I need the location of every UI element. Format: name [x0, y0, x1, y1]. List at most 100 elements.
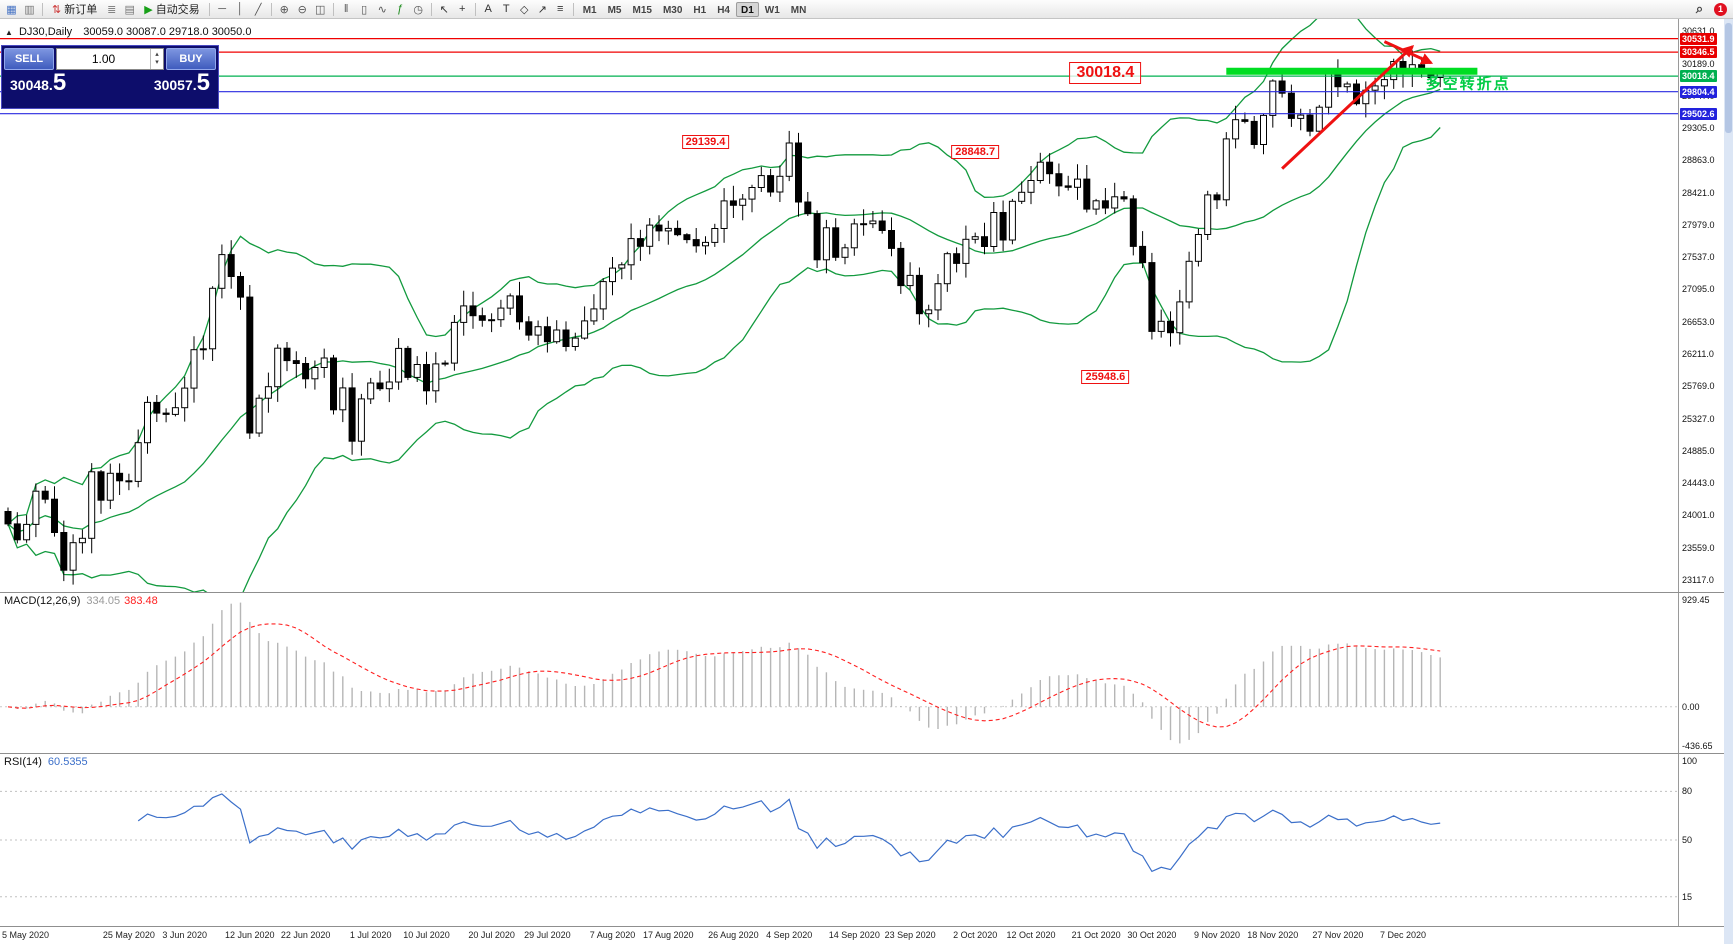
rsi-value: 60.5355	[47, 756, 88, 768]
new-order-button[interactable]: ⇅ 新订单	[47, 1, 102, 17]
macd-panel[interactable]: MACD(12,26,9) 334.05 383.48 929.45 0.00 -436…	[0, 592, 1724, 753]
rsi-axis: 100 80 50 15	[1678, 754, 1724, 926]
buy-price[interactable]: 30057.5	[153, 69, 210, 96]
horizontal-line-tool-icon[interactable]: ─	[214, 2, 231, 17]
horizontal-lines[interactable]	[0, 38, 1678, 115]
main-chart-panel[interactable]: 30018.4 29139.4 28848.7 25948.6 多空转折点 ▲ DJ30…	[0, 19, 1724, 592]
vertical-line-tool-icon[interactable]: │	[232, 2, 249, 17]
volume-up-icon[interactable]: ▴	[155, 51, 159, 58]
arrows-tool-icon[interactable]: ↗	[534, 2, 551, 17]
turning-point-note[interactable]: 多空转折点	[1425, 75, 1511, 93]
label-tool-icon[interactable]: T	[498, 2, 515, 17]
fibonacci-tool-icon[interactable]: ≡	[552, 2, 569, 17]
search-icon[interactable]: ⌕	[1695, 1, 1704, 16]
time-axis-label: 25 May 2020	[102, 930, 155, 940]
auto-trading-icon: ▶	[144, 3, 153, 16]
timeframes-menu-icon[interactable]: ◷	[410, 2, 427, 17]
text-tool-icon[interactable]: A	[480, 2, 497, 17]
chart-line-icon[interactable]: ∿	[374, 2, 391, 17]
trendline-tool-icon[interactable]: ╱	[250, 2, 267, 17]
shapes-tool-icon[interactable]: ◇	[516, 2, 533, 17]
auto-trading-button[interactable]: ▶ 自动交易	[139, 1, 204, 17]
rsi-label: RSI(14) 60.5355	[4, 756, 88, 768]
timeframe-h4[interactable]: H4	[717, 4, 730, 16]
chart-bars-icon[interactable]: ‖	[338, 2, 355, 17]
price-callout[interactable]: 29139.4	[681, 134, 730, 149]
time-axis-label: 30 Oct 2020	[1127, 930, 1177, 940]
crosshair-icon[interactable]: +	[454, 2, 471, 17]
new-chart-icon[interactable]: ▦	[3, 2, 20, 17]
market-depth-icon[interactable]: ≣	[103, 2, 120, 17]
time-axis: 5 May 2020 25 May 2020 3 Jun 2020 12 Jun 20…	[0, 926, 1724, 944]
cursor-icon[interactable]: ↖	[436, 2, 453, 17]
notification-badge[interactable]: 1	[1714, 2, 1727, 16]
toolbar-separator	[430, 2, 432, 16]
chart-bars-icon: ‖	[343, 3, 349, 15]
zoom-out-icon: ⊖	[297, 3, 307, 16]
chart-candles-icon[interactable]: ▯	[356, 2, 373, 17]
arrows-tool-icon: ↗	[537, 3, 547, 16]
time-axis-label: 22 Jun 2020	[280, 930, 331, 940]
time-axis-label: 4 Sep 2020	[766, 930, 813, 940]
crosshair-icon: +	[458, 3, 466, 15]
indicators-add-icon[interactable]: ƒ	[392, 2, 409, 17]
data-window-icon: ▤	[124, 3, 135, 16]
tile-windows-icon: ◫	[314, 3, 326, 16]
price-axis-label: 27537.0	[1682, 252, 1715, 263]
zoom-in-icon: ⊕	[279, 3, 289, 16]
timeframe-w1[interactable]: W1	[764, 4, 780, 16]
sell-button[interactable]: SELL	[4, 48, 54, 70]
volume-steppers: ▴ ▾	[150, 49, 163, 69]
chart-candles-icon: ▯	[361, 3, 368, 16]
volume-field[interactable]: 1.00 ▴ ▾	[56, 48, 164, 70]
trend-arrows[interactable]	[1281, 40, 1434, 170]
scrollbar-thumb[interactable]	[1725, 23, 1732, 133]
timeframe-h1[interactable]: H1	[693, 4, 707, 16]
time-axis-label: 18 Nov 2020	[1247, 930, 1299, 940]
rsi-svg[interactable]	[0, 754, 1678, 926]
time-axis-label: 12 Oct 2020	[1006, 930, 1056, 940]
macd-svg[interactable]	[0, 593, 1678, 753]
buy-button[interactable]: BUY	[166, 48, 216, 70]
macd-histogram	[16, 602, 1441, 744]
chart-profiles-icon[interactable]: ▥	[21, 2, 38, 17]
timeframe-m1[interactable]: M1	[582, 4, 597, 16]
timeframe-m15[interactable]: M15	[632, 4, 652, 16]
data-window-icon[interactable]: ▤	[121, 2, 138, 17]
price-line-badge: 30018.4	[1680, 70, 1717, 83]
indicator-axis-label: 100	[1682, 756, 1698, 766]
rsi-panel[interactable]: RSI(14) 60.5355 100 80 50 15	[0, 753, 1724, 926]
toolbar: ▦ ▥ ⇅ 新订单 ≣ ▤ ▶ 自动交易 ─ │ ╱ ⊕ ⊖ ◫ ‖ ▯ ∿ ƒ ◷ ↖ + A T ◇ ↗ ≡ M1 M5 M15 M…	[0, 0, 1733, 19]
timeframe-m30[interactable]: M30	[662, 4, 683, 16]
market-depth-icon: ≣	[107, 3, 117, 16]
horizontal-line-tool-icon: ─	[218, 3, 227, 15]
price-axis-label: 25327.0	[1682, 413, 1715, 424]
volume-down-icon[interactable]: ▾	[155, 59, 159, 66]
indicator-axis-label: 80	[1682, 786, 1693, 797]
toolbar-right: ⌕ 1	[1691, 1, 1730, 17]
toolbar-items: ▦ ▥ ⇅ 新订单 ≣ ▤ ▶ 自动交易 ─ │ ╱ ⊕ ⊖ ◫ ‖ ▯ ∿ ƒ ◷ ↖ + A T ◇ ↗ ≡	[3, 1, 577, 17]
time-axis-label: 23 Sep 2020	[884, 930, 936, 940]
price-callout[interactable]: 28848.7	[951, 144, 1000, 159]
cursor-icon: ↖	[439, 3, 449, 16]
price-line-badge: 29804.4	[1680, 85, 1717, 98]
label-tool-icon: T	[502, 3, 510, 15]
zoom-in-icon[interactable]: ⊕	[276, 2, 293, 17]
zoom-out-icon[interactable]: ⊖	[294, 2, 311, 17]
sell-price[interactable]: 30048.5	[10, 69, 67, 96]
one-click-collapse-arrow[interactable]: ▲	[5, 28, 13, 37]
macd-label: MACD(12,26,9) 334.05 383.48	[4, 595, 158, 607]
time-axis-label: 3 Jun 2020	[162, 930, 207, 940]
timeframe-d1[interactable]: D1	[736, 1, 759, 17]
volume-value[interactable]: 1.00	[91, 52, 116, 66]
main-chart-svg[interactable]	[0, 19, 1678, 592]
price-callout[interactable]: 25948.6	[1081, 369, 1130, 384]
timeframes-menu-icon: ◷	[413, 3, 423, 16]
tile-windows-icon[interactable]: ◫	[312, 2, 329, 17]
price-callout[interactable]: 30018.4	[1069, 62, 1142, 84]
timeframe-m5[interactable]: M5	[607, 4, 622, 16]
timeframe-mn[interactable]: MN	[790, 4, 807, 16]
one-click-trading-panel[interactable]: SELL 1.00 ▴ ▾ BUY 30048.5 30057.5	[1, 45, 219, 109]
vertical-scrollbar[interactable]	[1724, 19, 1733, 944]
